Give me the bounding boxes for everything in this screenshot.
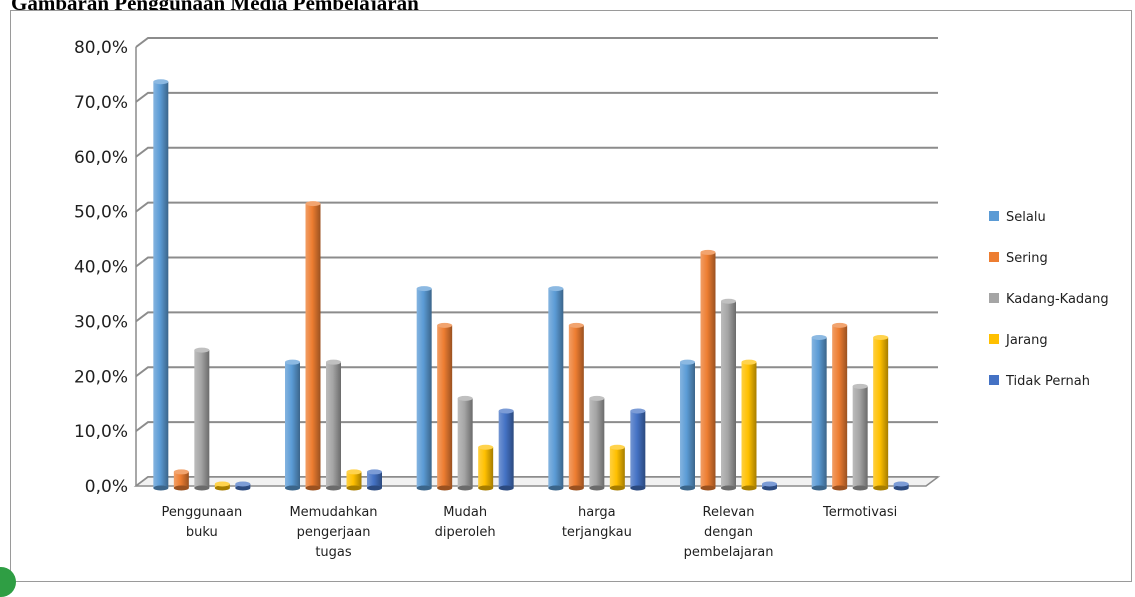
legend-swatch (989, 252, 999, 262)
bar (680, 359, 695, 491)
legend-label: Tidak Pernah (1005, 374, 1090, 389)
x-category-label: Relevan (703, 505, 755, 520)
legend-swatch (989, 211, 999, 221)
y-tick-label: 10,0% (74, 422, 128, 442)
bar (721, 298, 736, 491)
gridline (135, 421, 938, 432)
x-category-label: Penggunaan (161, 505, 242, 520)
x-category-label: tugas (315, 545, 352, 560)
legend-swatch (989, 293, 999, 303)
gridline (135, 91, 938, 103)
gridline (135, 201, 938, 213)
y-tick-label: 30,0% (74, 312, 128, 332)
legend: Selalu Sering Kadang-Kadang Jarang Tidak Per… (989, 210, 1109, 389)
bar (609, 444, 625, 491)
bar (235, 481, 251, 491)
bar (811, 334, 827, 491)
x-category-labels: Penggunaan buku Memudahkan pengerjaan tugas M… (161, 505, 897, 560)
bar (893, 481, 909, 491)
x-category-label: diperoleh (435, 525, 496, 540)
bar (762, 481, 777, 491)
y-tick-label: 60,0% (74, 148, 128, 168)
x-category-label: Memudahkan (289, 505, 377, 520)
x-category-label: harga (578, 505, 616, 520)
bar (741, 359, 757, 491)
legend-label: Selalu (1006, 210, 1046, 225)
bar (873, 334, 889, 491)
legend-swatch (989, 375, 999, 385)
bar (285, 359, 300, 491)
bar (589, 395, 605, 491)
bar (305, 201, 321, 491)
bar (852, 383, 868, 491)
bar (568, 322, 584, 491)
bar (194, 347, 210, 491)
y-tick-label: 50,0% (74, 203, 128, 223)
x-category-label: pembelajaran (684, 545, 774, 560)
x-category-label: dengan (704, 525, 753, 540)
bar (416, 286, 432, 491)
gridline (135, 146, 938, 158)
chart-frame: 0,0% 10,0% 20,0% 30,0% 40,0% 50,0% 60,0% 70,0% 8… (10, 10, 1132, 582)
bar (478, 444, 494, 491)
bar (367, 469, 382, 491)
y-tick-labels: 0,0% 10,0% 20,0% 30,0% 40,0% 50,0% 60,0% 70,0% 8… (74, 38, 128, 497)
gridline (135, 366, 938, 378)
gridline (135, 311, 938, 323)
bar (457, 395, 473, 491)
legend-label: Sering (1006, 251, 1048, 266)
x-category-label: terjangkau (562, 525, 632, 540)
y-tick-label: 20,0% (74, 367, 128, 387)
x-category-label: Mudah (443, 505, 487, 520)
bar (630, 408, 646, 491)
gridline (135, 256, 938, 268)
y-tick-label: 0,0% (85, 477, 128, 497)
legend-label: Kadang-Kadang (1006, 292, 1109, 307)
bars (153, 79, 909, 491)
bar (214, 481, 230, 491)
bar (173, 469, 189, 491)
x-category-label: Termotivasi (822, 505, 897, 520)
bar (498, 408, 514, 491)
bar (437, 322, 453, 491)
chart-svg: 0,0% 10,0% 20,0% 30,0% 40,0% 50,0% 60,0% 70,0% 8… (74, 37, 1109, 560)
bar (548, 286, 564, 491)
gridline (135, 37, 938, 48)
bar (700, 249, 716, 491)
x-category-label: buku (186, 525, 218, 540)
bar (832, 322, 848, 491)
legend-label: Jarang (1005, 333, 1048, 348)
y-tick-label: 70,0% (74, 93, 128, 113)
bar (326, 359, 341, 491)
y-tick-label: 80,0% (74, 38, 128, 58)
legend-swatch (989, 334, 999, 344)
bar (153, 79, 169, 491)
bar (346, 469, 362, 491)
y-tick-label: 40,0% (74, 258, 128, 278)
x-category-label: pengerjaan (297, 525, 371, 540)
